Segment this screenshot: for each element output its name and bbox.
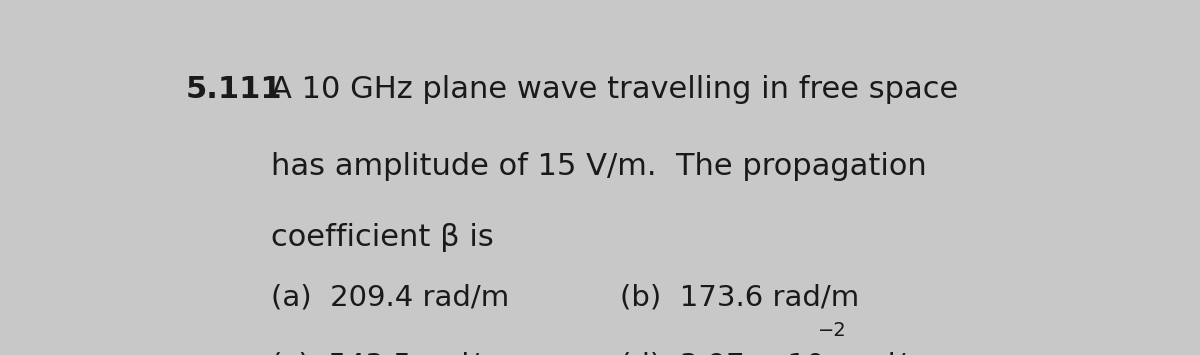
Text: (b)  173.6 rad/m: (b) 173.6 rad/m [619,283,859,311]
Text: (d)  3.97 × 10: (d) 3.97 × 10 [619,351,824,355]
Text: coefficient β is: coefficient β is [271,223,493,252]
Text: (a)  209.4 rad/m: (a) 209.4 rad/m [271,283,509,311]
Text: has amplitude of 15 V/m.  The propagation: has amplitude of 15 V/m. The propagation [271,152,926,181]
Text: −2: −2 [817,321,846,340]
Text: A 10 GHz plane wave travelling in free space: A 10 GHz plane wave travelling in free s… [271,75,958,104]
Text: (c)  543.5 rad/m: (c) 543.5 rad/m [271,351,508,355]
Text: 5.111: 5.111 [185,75,282,104]
Text: rad/m: rad/m [839,351,935,355]
